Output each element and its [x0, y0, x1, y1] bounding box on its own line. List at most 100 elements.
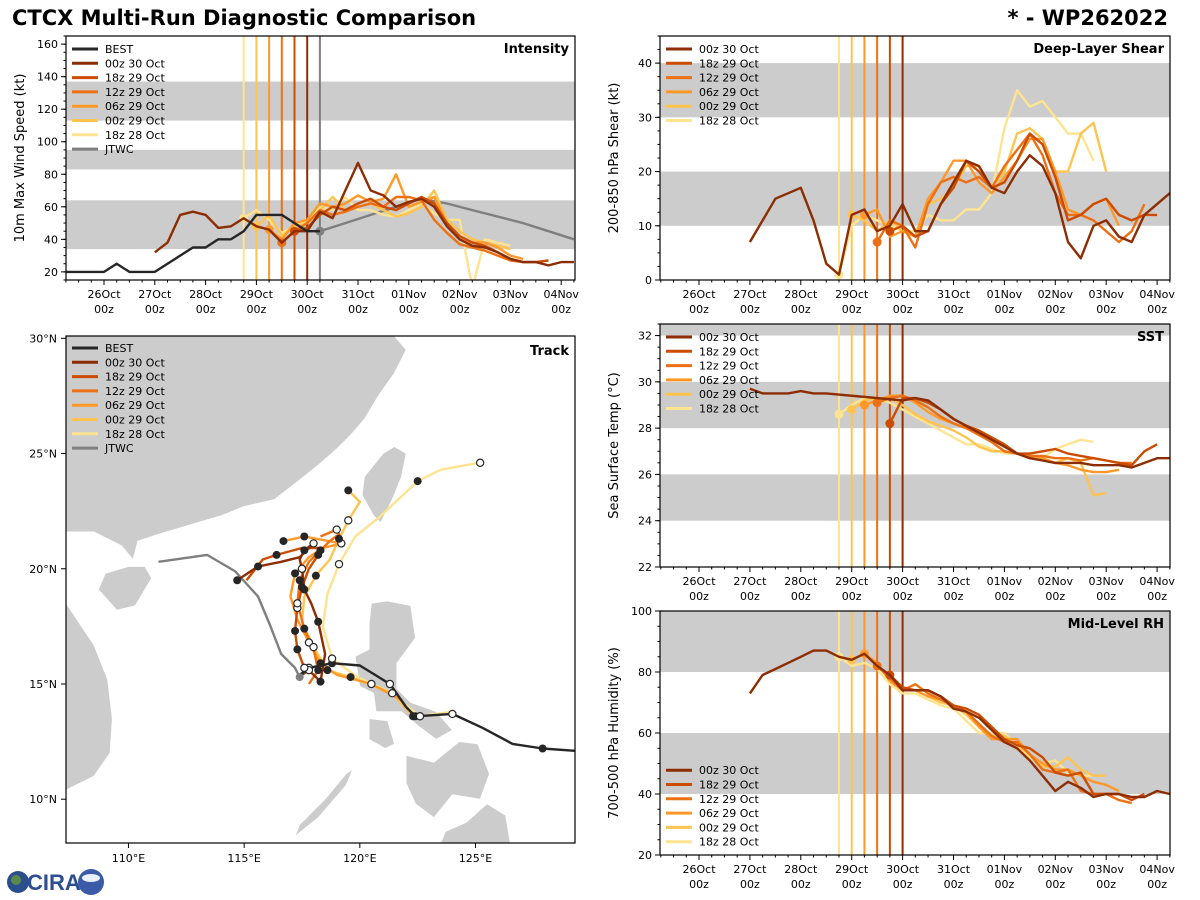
- x-tick-label: 02Nov: [1038, 575, 1074, 588]
- x-tick-label: 30Oct: [886, 863, 920, 876]
- x-tick-label: 00z: [791, 303, 811, 316]
- track-point-12z: [344, 516, 353, 525]
- storm-id-label: * - WP262022: [1007, 6, 1168, 30]
- x-tick-label: 00z: [893, 590, 913, 603]
- series-line-00z-30-oct: [749, 387, 1170, 469]
- track-point-12z: [367, 679, 376, 689]
- x-tick-label: 00z: [740, 303, 760, 316]
- x-tick-label: 31Oct: [937, 575, 971, 588]
- y-tick-label: 26: [638, 468, 652, 481]
- y-tick-label: 60: [638, 727, 652, 740]
- lat-tick-label: 15°N: [29, 678, 57, 691]
- y-tick-label: 40: [638, 788, 652, 801]
- track-point-00z: [344, 486, 353, 495]
- x-tick-label: 31Oct: [937, 863, 971, 876]
- init-point-12z-29-oct: [872, 237, 882, 247]
- y-axis-label: 10m Max Wind Speed (kt): [13, 74, 28, 243]
- x-tick-label: 00z: [689, 303, 709, 316]
- panel-title: SST: [1137, 330, 1164, 345]
- x-tick-label: 30Oct: [886, 575, 920, 588]
- panel-title: Track: [530, 344, 569, 359]
- y-tick-label: 100: [631, 605, 652, 618]
- x-tick-label: 01Nov: [987, 288, 1023, 301]
- x-tick-label: 00z: [1147, 590, 1167, 603]
- lon-tick-label: 110°E: [112, 852, 145, 865]
- track-point-12z: [475, 458, 485, 467]
- shaded-band: [660, 171, 1170, 226]
- intensity-panel: 20 40 60 80 100 120 140 160 26Oct 00z 27Oct 00z 28Oc…: [13, 35, 579, 316]
- x-tick-label: 28Oct: [784, 288, 818, 301]
- lat-tick-label: 10°N: [29, 793, 57, 806]
- legend-entry-18z-28-oct: 18z 28 Oct: [699, 403, 759, 416]
- x-tick-label: 30Oct: [886, 288, 920, 301]
- legend-entry-12z-29-oct: 12z 29 Oct: [699, 793, 759, 806]
- shear-panel: 0 10 20 30 40 26Oct 00z 27Oct 00z 28Oct 00z 29Oct 00…: [607, 35, 1175, 316]
- panel-title: Mid-Level RH: [1068, 617, 1164, 632]
- y-tick-label: 160: [37, 38, 58, 51]
- series-line-18z-28-oct: [837, 88, 1095, 275]
- globe-land-icon: [11, 875, 21, 885]
- x-tick-label: 00z: [1045, 590, 1065, 603]
- series-line-12z-29-oct: [876, 132, 1146, 249]
- track-point-00z: [300, 532, 309, 541]
- x-tick-label: 02Nov: [1038, 288, 1074, 301]
- lat-tick-label: 20°N: [29, 563, 57, 576]
- x-tick-label: 26Oct: [682, 863, 716, 876]
- land-vietnam: [66, 602, 113, 791]
- x-tick-label: 00z: [740, 878, 760, 891]
- legend-entry-18z-29-oct: 18z 29 Oct: [699, 57, 759, 70]
- land-mindoro: [368, 718, 395, 749]
- shaded-band: [660, 324, 1170, 336]
- shaded-band: [660, 381, 1170, 429]
- x-tick-label: 00z: [842, 878, 862, 891]
- legend-entry-06z-29-oct: 06z 29 Oct: [699, 807, 759, 820]
- y-tick-label: 30: [638, 111, 652, 124]
- y-axis-label: 700-500 hPa Humidity (%): [607, 647, 622, 819]
- track-point-12z: [388, 689, 397, 698]
- legend-entry-06z-29-oct: 06z 29 Oct: [105, 100, 165, 113]
- legend-entry-06z-29-oct: 06z 29 Oct: [699, 374, 759, 387]
- x-tick-label: 02Nov: [442, 288, 478, 301]
- x-tick-label: 03Nov: [1088, 575, 1124, 588]
- legend-entry-18z-28-oct: 18z 28 Oct: [105, 428, 165, 441]
- track-line-jtwc: [158, 553, 301, 678]
- lon-tick-label: 115°E: [227, 852, 260, 865]
- shaded-band: [660, 474, 1170, 521]
- legend-entry-12z-29-oct: 12z 29 Oct: [105, 385, 165, 398]
- track-point-12z: [309, 642, 318, 652]
- track-point-00z: [291, 569, 300, 578]
- x-tick-label: 00z: [450, 303, 470, 316]
- x-tick-label: 00z: [893, 303, 913, 316]
- x-tick-label: 29Oct: [240, 288, 274, 301]
- track-point-00z: [300, 546, 309, 555]
- x-tick-label: 00z: [689, 590, 709, 603]
- x-tick-label: 27Oct: [138, 288, 172, 301]
- track-point-00z: [413, 477, 422, 486]
- y-tick-label: 28: [638, 422, 652, 435]
- legend-entry-00z-29-oct: 00z 29 Oct: [699, 821, 759, 834]
- track-point-00z: [346, 673, 355, 682]
- track-point-12z: [415, 712, 425, 721]
- y-tick-label: 0: [645, 274, 652, 287]
- x-tick-label: 03Nov: [1088, 863, 1124, 876]
- lat-tick-label: 25°N: [29, 448, 57, 461]
- cira-logo: CIRA: [7, 869, 104, 895]
- y-tick-label: 20: [44, 266, 58, 279]
- legend-entry-18z-28-oct: 18z 28 Oct: [105, 129, 165, 142]
- legend-entry-00z-30-oct: 00z 30 Oct: [699, 43, 759, 56]
- panel-title: Deep-Layer Shear: [1033, 42, 1164, 57]
- x-tick-label: 27Oct: [733, 863, 767, 876]
- x-tick-label: 00z: [791, 878, 811, 891]
- x-tick-label: 26Oct: [682, 575, 716, 588]
- legend-entry-18z-29-oct: 18z 29 Oct: [699, 345, 759, 358]
- x-tick-label: 00z: [196, 303, 216, 316]
- track-point-12z: [309, 539, 318, 548]
- y-tick-label: 140: [37, 71, 58, 84]
- x-tick-label: 00z: [791, 590, 811, 603]
- plot-area: [66, 36, 575, 280]
- legend-entry-00z-29-oct: 00z 29 Oct: [699, 100, 759, 113]
- x-tick-label: 28Oct: [784, 863, 818, 876]
- x-tick-label: 27Oct: [733, 288, 767, 301]
